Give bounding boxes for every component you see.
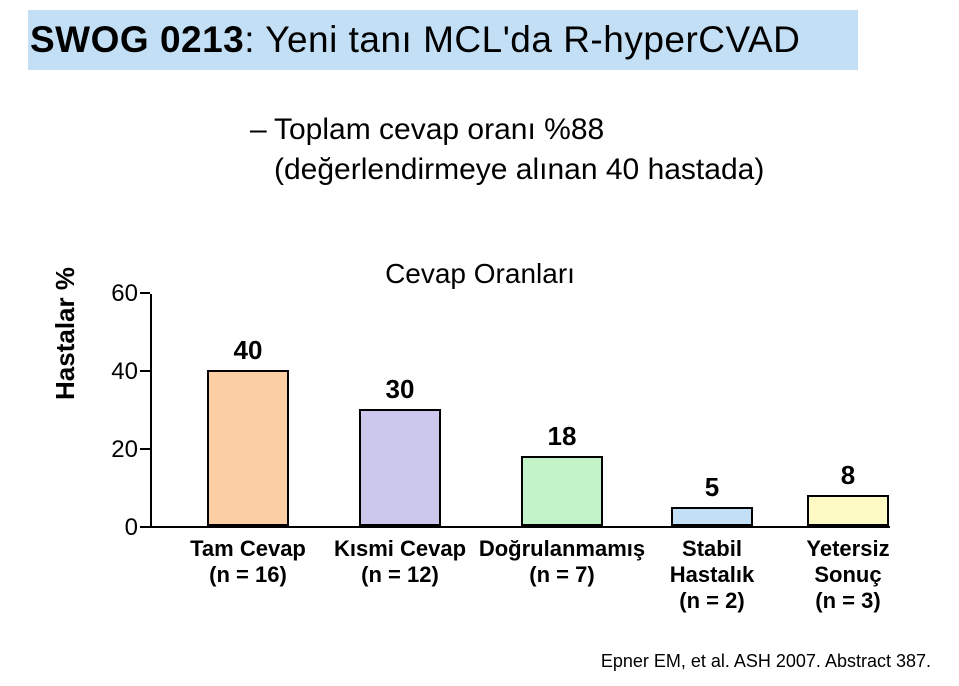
bullet-block: –Toplam cevap oranı %88 (değerlendirmeye… (250, 110, 890, 190)
bar (521, 456, 603, 526)
bar-value-label: 40 (188, 335, 308, 366)
bar (807, 495, 889, 526)
slide-root: SWOG 0213: Yeni tanı MCL'da R-hyperCVAD … (0, 0, 959, 686)
bar-value-label: 8 (788, 460, 908, 491)
plot-area: 40301858 (150, 294, 890, 528)
chart-title: Cevap Oranları (385, 258, 575, 290)
title-rest: : Yeni tanı MCL'da R-hyperCVAD (244, 19, 800, 60)
x-axis (150, 526, 890, 528)
slide-title: SWOG 0213: Yeni tanı MCL'da R-hyperCVAD (30, 19, 800, 61)
bar (359, 409, 441, 526)
bar-value-label: 5 (652, 472, 772, 503)
y-tick (140, 526, 150, 528)
bullet-dash: – (250, 110, 274, 150)
chart: Cevap Oranları Hastalar % 0204060 403018… (60, 260, 900, 620)
y-tick (140, 370, 150, 372)
x-category: Kısmi Cevap(n = 12) (315, 536, 485, 588)
y-axis (150, 294, 152, 528)
bar (671, 507, 753, 527)
x-category: Doğrulanmamış(n = 7) (477, 536, 647, 588)
y-tick (140, 292, 150, 294)
bullet-line2: (değerlendirmeye alınan 40 hastada) (274, 153, 764, 186)
bar-value-label: 30 (340, 374, 460, 405)
x-category: Tam Cevap(n = 16) (163, 536, 333, 588)
citation: Epner EM, et al. ASH 2007. Abstract 387. (601, 651, 931, 672)
y-tick (140, 448, 150, 450)
y-tick-label: 60 (78, 280, 138, 308)
y-tick-label: 0 (78, 514, 138, 542)
title-lead: SWOG 0213 (30, 19, 244, 60)
chart-ylabel: Hastalar % (50, 267, 81, 400)
x-category: YetersizSonuç(n = 3) (763, 536, 933, 614)
y-tick-label: 40 (78, 358, 138, 386)
title-bar-text: SWOG 0213: Yeni tanı MCL'da R-hyperCVAD (28, 10, 858, 70)
bar-value-label: 18 (502, 421, 622, 452)
bar (207, 370, 289, 526)
bullet-line1: Toplam cevap oranı %88 (274, 113, 604, 146)
y-tick-label: 20 (78, 436, 138, 464)
bullet-indent (250, 150, 274, 190)
